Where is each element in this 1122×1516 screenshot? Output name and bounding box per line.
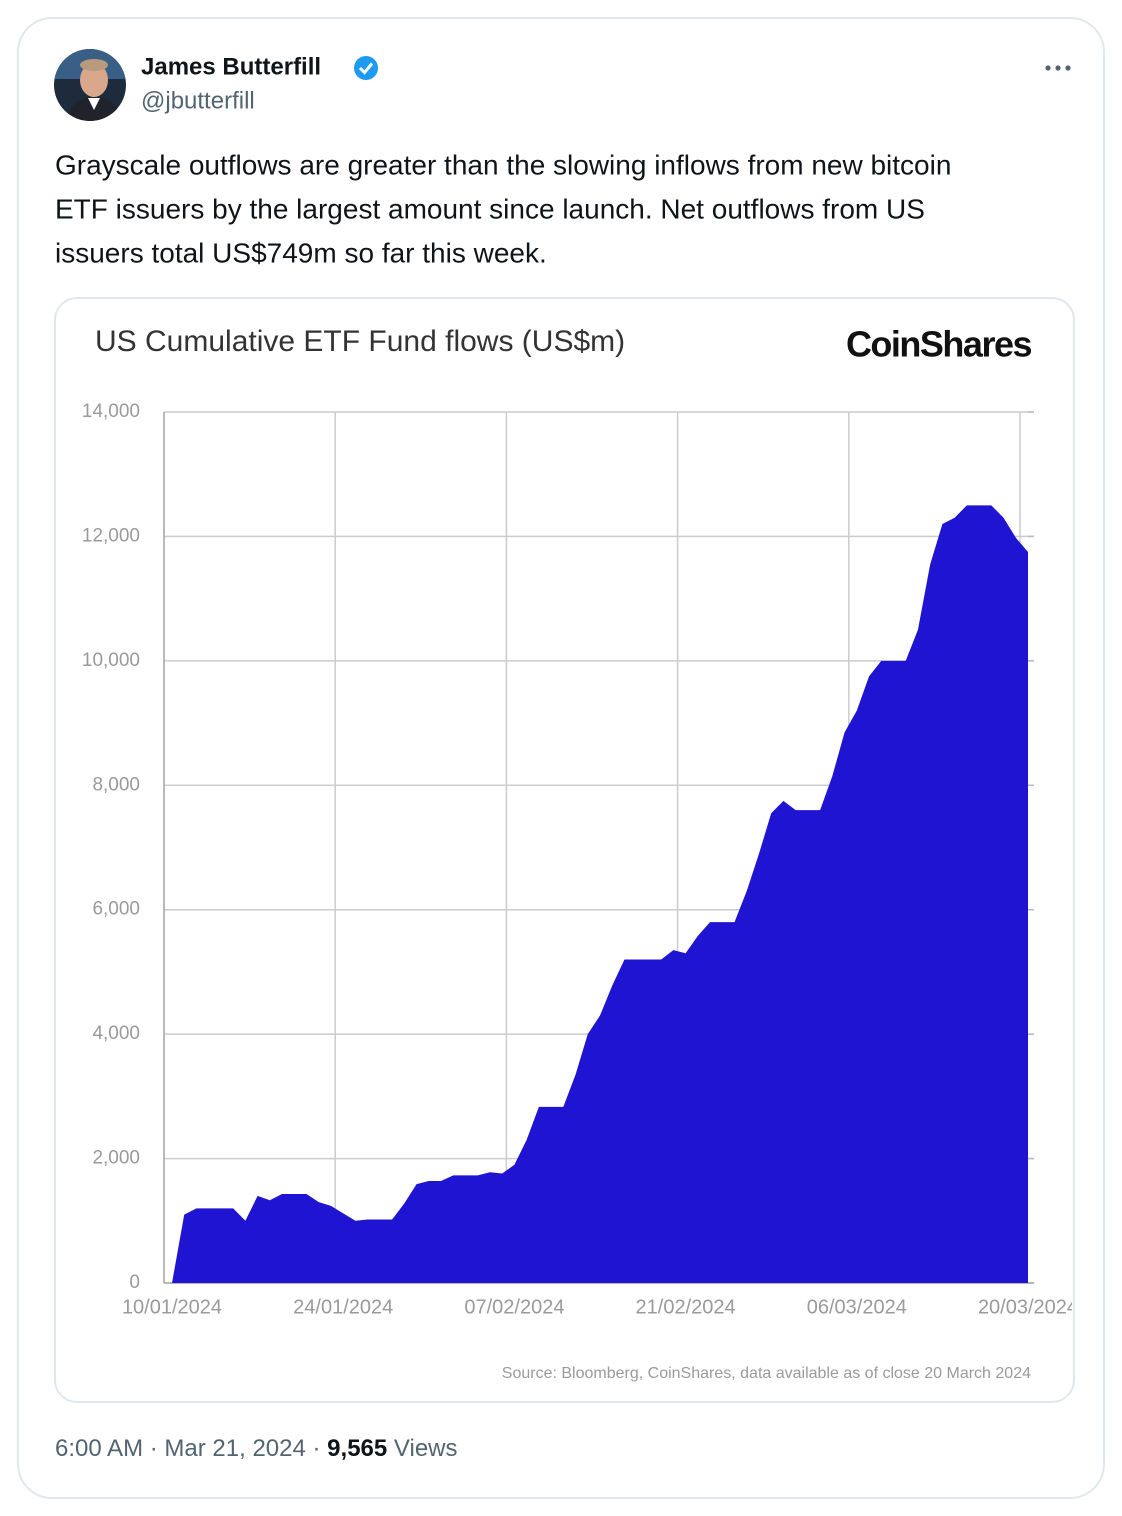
brand-logo: CoinShares bbox=[846, 324, 1032, 365]
y-tick-label: 14,000 bbox=[82, 401, 140, 422]
separator: · bbox=[150, 1435, 158, 1462]
y-tick-label: 4,000 bbox=[92, 1023, 140, 1044]
y-tick-label: 0 bbox=[129, 1272, 140, 1293]
x-tick-label: 10/01/2024 bbox=[122, 1296, 222, 1318]
author-name[interactable]: James Butterfill bbox=[141, 53, 321, 80]
x-tick-label: 07/02/2024 bbox=[464, 1296, 564, 1318]
y-tick-label: 8,000 bbox=[92, 774, 140, 795]
more-button[interactable] bbox=[1045, 65, 1071, 71]
views-label: Views bbox=[394, 1435, 458, 1462]
y-tick-label: 6,000 bbox=[92, 899, 140, 920]
footer: 6:00 AM · Mar 21, 2024 · 9,565 Views bbox=[55, 1435, 458, 1462]
x-tick-label: 21/02/2024 bbox=[636, 1296, 736, 1318]
y-tick-label: 2,000 bbox=[92, 1148, 140, 1169]
area bbox=[172, 505, 1028, 1284]
source-note: Source: Bloomberg, CoinShares, data avai… bbox=[502, 1365, 1031, 1382]
x-tick-label: 06/03/2024 bbox=[807, 1296, 907, 1318]
chart-title: US Cumulative ETF Fund flows (US$m) bbox=[95, 325, 625, 358]
post-time[interactable]: 6:00 AM bbox=[55, 1435, 143, 1462]
view-count: 9,565 bbox=[327, 1435, 387, 1462]
x-tick-label: 20/03/2024 bbox=[978, 1296, 1078, 1318]
post-date[interactable]: Mar 21, 2024 bbox=[164, 1435, 305, 1462]
x-tick-label: 24/01/2024 bbox=[293, 1296, 393, 1318]
avatar[interactable] bbox=[54, 49, 126, 121]
tweet-text: Grayscale outflows are greater than the … bbox=[55, 149, 951, 180]
y-tick-label: 10,000 bbox=[82, 650, 140, 671]
chart: US Cumulative ETF Fund flows (US$m) Coin… bbox=[82, 324, 1078, 1383]
y-tick-label: 12,000 bbox=[82, 525, 140, 546]
tweet-text: issuers total US$749m so far this week. bbox=[55, 237, 547, 268]
author-handle[interactable]: @jbutterfill bbox=[141, 87, 255, 114]
separator: · bbox=[313, 1435, 321, 1462]
verified-badge bbox=[354, 56, 378, 80]
tweet-text: ETF issuers by the largest amount since … bbox=[55, 193, 925, 224]
